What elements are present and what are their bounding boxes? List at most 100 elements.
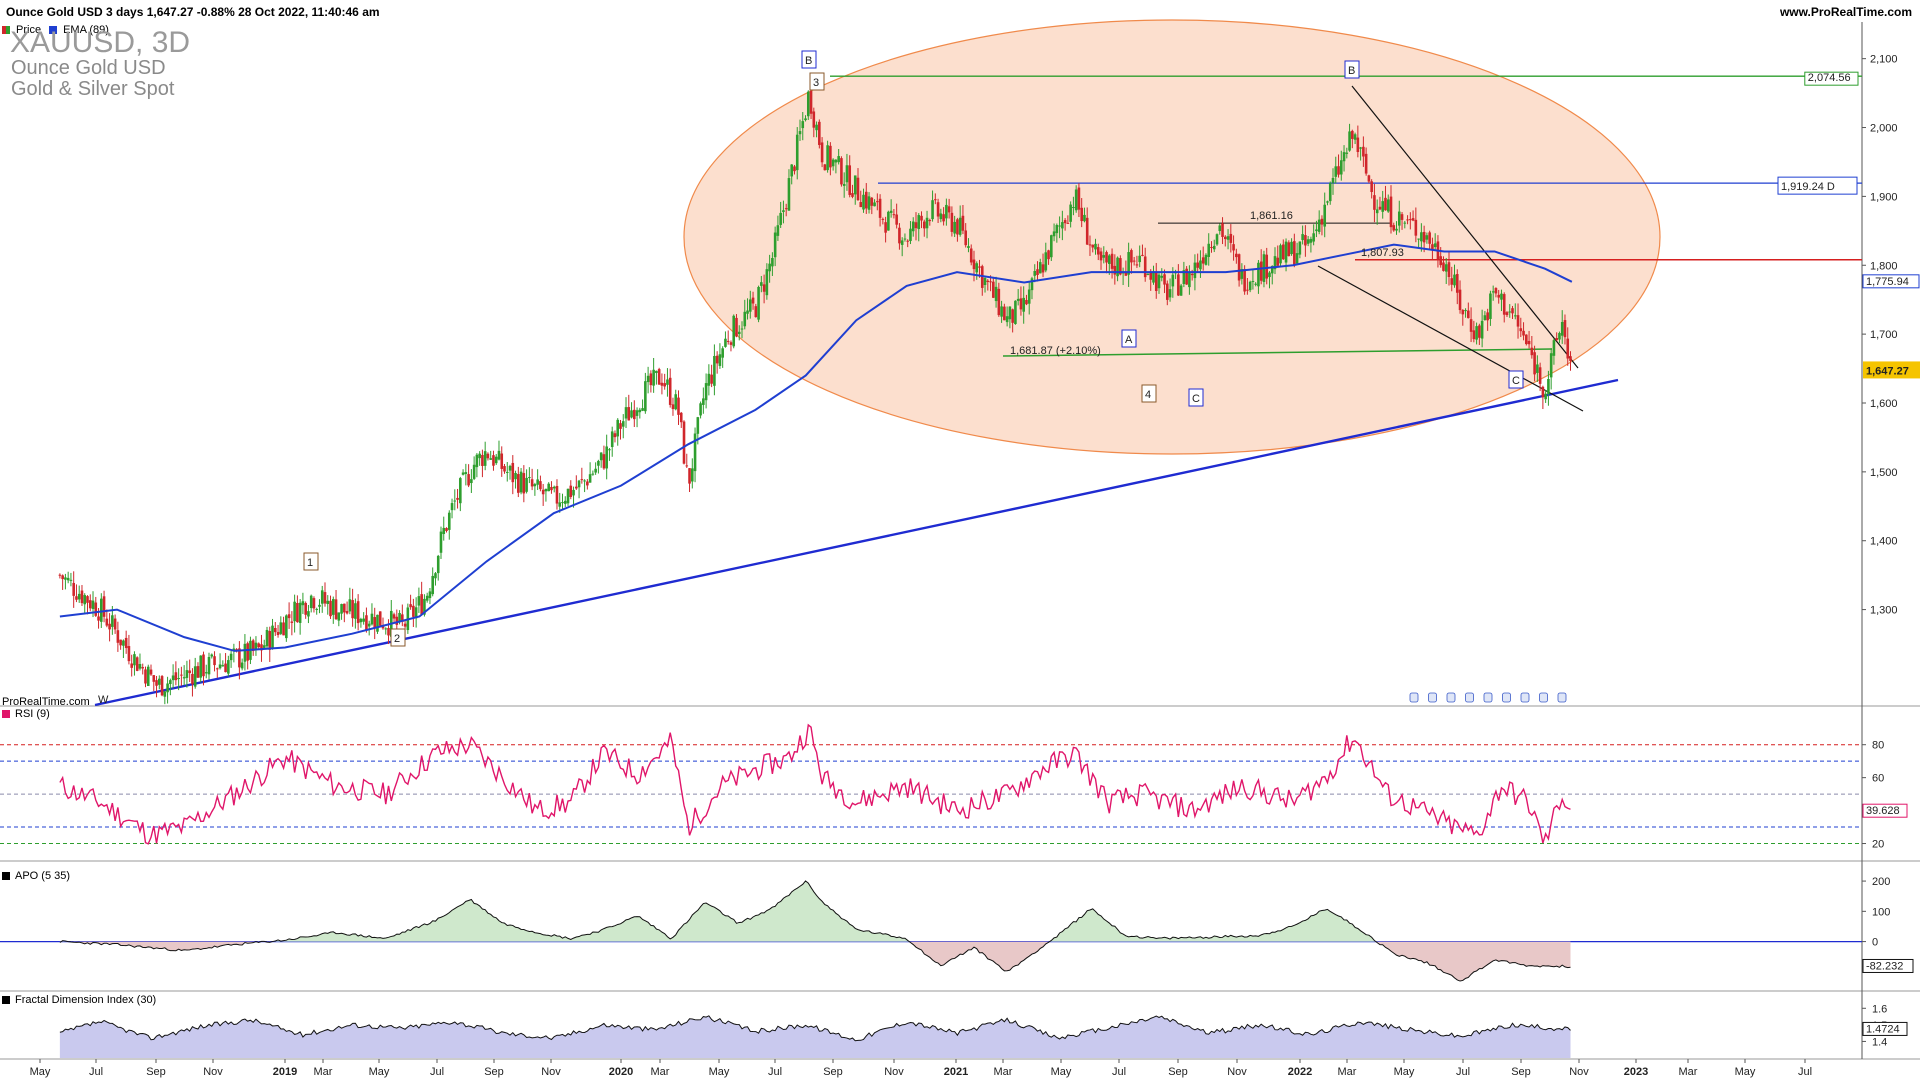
candle-body [1287, 242, 1291, 257]
candle-body [174, 672, 178, 681]
candle-body [356, 601, 360, 624]
wave-label-box [809, 72, 825, 91]
candle-body [436, 555, 440, 574]
site-link[interactable]: www.ProRealTime.com [1779, 5, 1912, 19]
candle-body [1301, 234, 1304, 241]
candle-body [122, 640, 125, 646]
candle-body [1566, 338, 1570, 359]
candle-body [497, 450, 501, 460]
level-1807-label: 1,807.93 [1361, 247, 1404, 259]
wave-label: B [805, 55, 812, 67]
candle-body [1138, 255, 1141, 263]
candle-body [619, 423, 622, 429]
candle-body [1047, 250, 1050, 260]
candle-body [936, 202, 940, 217]
candle-body [994, 286, 998, 302]
candle-body [795, 134, 799, 171]
candle-body [768, 263, 771, 272]
candle-body [207, 656, 211, 675]
candle-body [312, 598, 316, 609]
candle-body [1240, 269, 1244, 279]
candle-body [376, 614, 379, 632]
candle-body [343, 603, 346, 613]
candle-body [227, 660, 230, 674]
candle-body [864, 191, 868, 209]
candle-body [992, 281, 995, 298]
candle-body [1392, 225, 1396, 231]
candle-body [721, 348, 724, 358]
candle-body [616, 419, 620, 437]
candle-body [522, 473, 526, 494]
candle-body [1538, 367, 1542, 384]
candle-body [547, 483, 550, 492]
price-candles [58, 80, 1572, 705]
candle-body [663, 383, 666, 387]
candle-body [1165, 283, 1169, 300]
candle-body [1480, 320, 1484, 339]
candle-body [826, 145, 829, 171]
candle-body [1478, 325, 1481, 338]
level-1681-label: 1,681.87 (+2.10%) [1010, 345, 1101, 357]
candle-body [196, 666, 200, 678]
candle-body [983, 277, 987, 286]
candle-body [116, 630, 120, 643]
candle-body [599, 452, 603, 461]
candle-body [1295, 253, 1299, 264]
price-tick-label: 1,400 [1870, 536, 1898, 548]
date-tick-label: Sep [146, 1066, 166, 1078]
candle-body [271, 625, 274, 650]
candle-body [809, 90, 813, 114]
candle-body [856, 177, 860, 201]
candle-body [677, 397, 680, 415]
candle-body [1450, 278, 1454, 285]
candle-body [1552, 340, 1556, 356]
candle-body [251, 640, 255, 652]
candle-body [77, 593, 81, 600]
candle-body [69, 579, 73, 581]
candle-body [508, 465, 512, 471]
candle-body [1342, 152, 1346, 162]
candle-body [649, 373, 653, 386]
candle-body [180, 674, 183, 676]
fdi-value-label: 1.4724 [1866, 1023, 1900, 1035]
candle-body [575, 486, 578, 489]
candle-body [950, 212, 954, 232]
candle-body [1489, 293, 1492, 319]
candle-body [387, 627, 390, 636]
candle-body [337, 612, 341, 621]
candle-body [715, 355, 719, 364]
candle-body [229, 653, 233, 661]
candle-body [1218, 225, 1222, 232]
candle-body [842, 183, 846, 186]
legend-price: Price [16, 24, 42, 36]
candle-body [232, 648, 236, 651]
date-tick-label: Mar [1338, 1066, 1357, 1078]
candle-body [1364, 153, 1368, 174]
candle-body [906, 240, 910, 242]
candle-body [149, 669, 153, 675]
candle-body [1400, 214, 1404, 220]
candle-body [1080, 207, 1083, 222]
candle-body [909, 228, 912, 242]
date-tick-label: 2023 [1624, 1066, 1648, 1078]
apo-tick-label: 0 [1872, 937, 1878, 949]
candle-body [503, 466, 506, 472]
candle-body [124, 637, 128, 649]
candle-body [494, 456, 498, 464]
candle-body [370, 613, 374, 625]
candle-body [91, 600, 95, 609]
candle-body [1038, 262, 1042, 274]
candle-body [757, 286, 760, 320]
event-marker-icon [1557, 692, 1567, 703]
level-1919-label-box [1777, 176, 1858, 195]
wave-label: A [1125, 334, 1133, 346]
date-tick-label: Jul [430, 1066, 444, 1078]
candle-body [1005, 316, 1009, 323]
candle-body [900, 240, 904, 245]
candle-body [395, 616, 399, 625]
wave-label: C [1512, 375, 1520, 387]
candle-body [887, 211, 890, 231]
apo-value-label: -82.232 [1866, 960, 1903, 972]
date-tick-label: May [30, 1066, 51, 1078]
